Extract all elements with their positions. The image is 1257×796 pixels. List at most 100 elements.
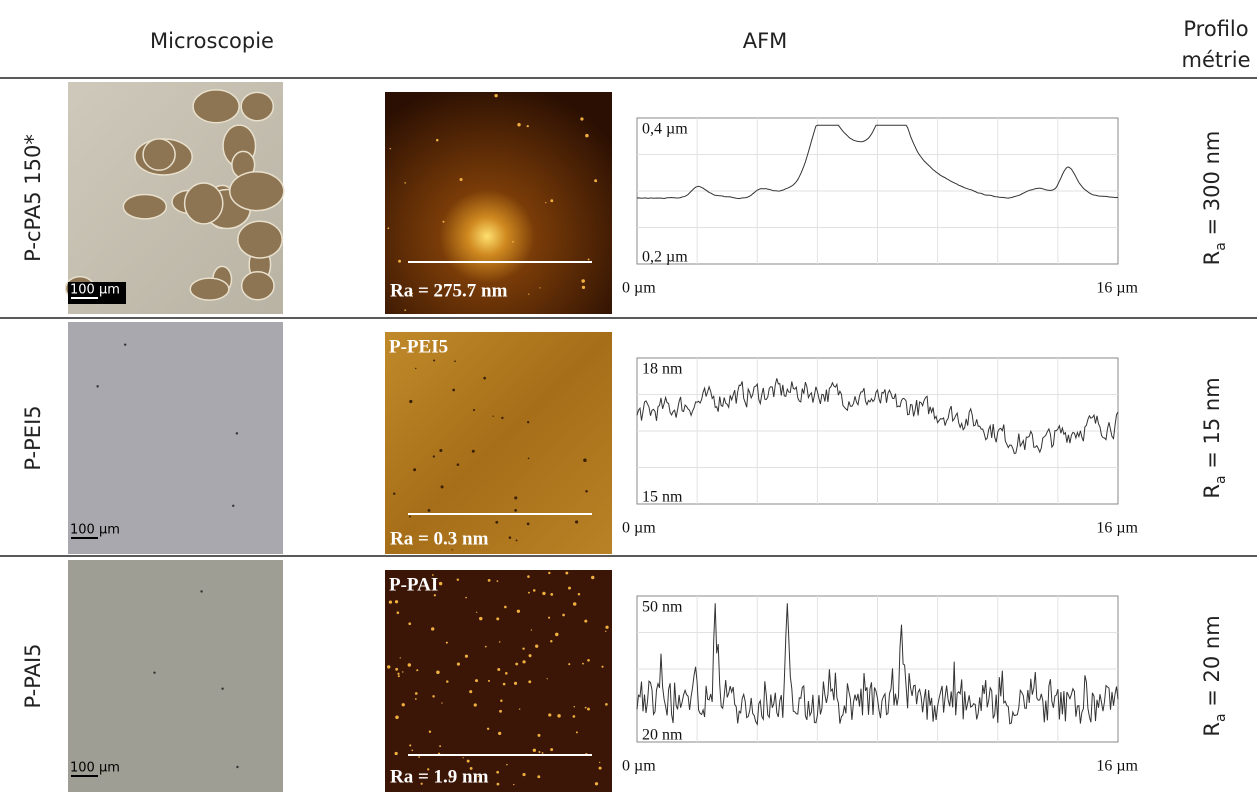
afm-dot [456,662,460,666]
header-profilometry: Profilo [1183,17,1248,41]
afm-dot [512,240,514,243]
profile-curve [636,603,1119,726]
afm-dot [456,578,460,581]
afm-dot [462,757,464,759]
profile-axis-label: 18 nm [642,361,683,378]
afm-dot [580,117,584,121]
afm-dot [515,539,518,542]
afm-dot [487,579,491,582]
afm-dot [532,748,537,752]
afm-dot [575,731,578,734]
afm-dot [396,611,400,614]
afm-dot [413,468,417,472]
afm-dot [542,591,546,596]
afm-dot [605,703,608,706]
speck [96,385,99,388]
afm-dot [575,520,579,524]
afm-dot [398,259,402,263]
afm-dot [466,759,470,763]
afm-dot [565,571,569,575]
afm-dot [438,581,443,586]
ra-subscript: a [1213,242,1229,251]
afm-dot [568,663,571,666]
droplet [229,170,285,212]
droplet [142,138,176,171]
afm-dot [530,629,533,631]
profile-axis-label: 16 µm [1096,280,1138,297]
afm-dot [522,660,526,664]
afm-dot [599,761,601,764]
afm-dot [471,449,475,453]
afm-dot [499,709,502,713]
scale-bar-label: 100 µm [70,761,120,776]
afm-dot [387,227,390,230]
afm-dot [459,177,463,182]
afm-dot [389,147,392,150]
afm-dot [409,399,413,404]
afm-dot [584,619,588,623]
afm-dot [496,580,499,582]
afm-dot [394,600,399,604]
afm-dot [501,416,504,420]
afm-dot [550,748,554,752]
afm-dot [409,515,411,518]
speck [153,671,156,674]
afm-dot [454,360,456,363]
afm-dot [605,625,609,629]
profile-axis-label: 0,4 µm [642,121,688,138]
afm-dot [397,675,400,678]
afm-dot [469,690,473,694]
afm-dot [433,594,436,597]
afm-dot [572,602,577,606]
droplet [237,220,283,259]
afm-image [385,92,612,314]
afm-dot [598,766,602,770]
afm-dot [402,671,404,673]
afm-dot [411,749,414,752]
ra-symbol: R [1200,484,1224,499]
afm-dot [513,681,518,685]
afm-dot [498,731,502,735]
afm-dot [431,627,435,631]
afm-dot [420,782,423,785]
afm-dot [513,783,515,786]
afm-dot [393,492,396,495]
afm-dot [469,766,473,770]
afm-dot [517,123,521,127]
afm-dot [445,641,448,644]
afm-dot [528,680,532,684]
afm-dot [582,662,584,665]
header-profilometry: métrie [1182,48,1251,72]
afm-dot [591,575,595,580]
afm-dot [522,772,526,777]
afm-dot [548,713,552,717]
ra-subscript: a [1213,475,1229,484]
afm-dot [535,644,539,648]
afm-dot [587,258,590,261]
afm-dot [527,421,530,424]
afm-dot [399,657,401,659]
afm-dot [548,571,551,575]
afm-dot [439,745,442,748]
afm-dot [514,496,518,500]
profilometry-ra: Ra = 15 nm [1200,377,1229,498]
afm-dot [527,457,530,460]
afm-dot [456,463,460,466]
afm-dot [494,93,498,98]
afm-dot [409,744,412,747]
afm-dot [404,309,407,312]
afm-dot [568,586,571,590]
afm-sample-name: P-PAI [389,574,438,595]
afm-dot [486,727,490,730]
afm-dot [484,645,487,648]
afm-dot [594,782,599,786]
scale-bar-label: 100 µm [70,523,120,538]
afm-ra: Ra = 0.3 nm [390,528,489,549]
afm-dot [587,658,590,662]
droplet [189,277,230,301]
afm-dot [415,367,417,370]
afm-dot [581,279,585,283]
profile-axis-label: 0 µm [622,520,656,537]
afm-ra: Ra = 1.9 nm [390,766,489,787]
profilometry-ra: Ra = 20 nm [1200,615,1229,736]
